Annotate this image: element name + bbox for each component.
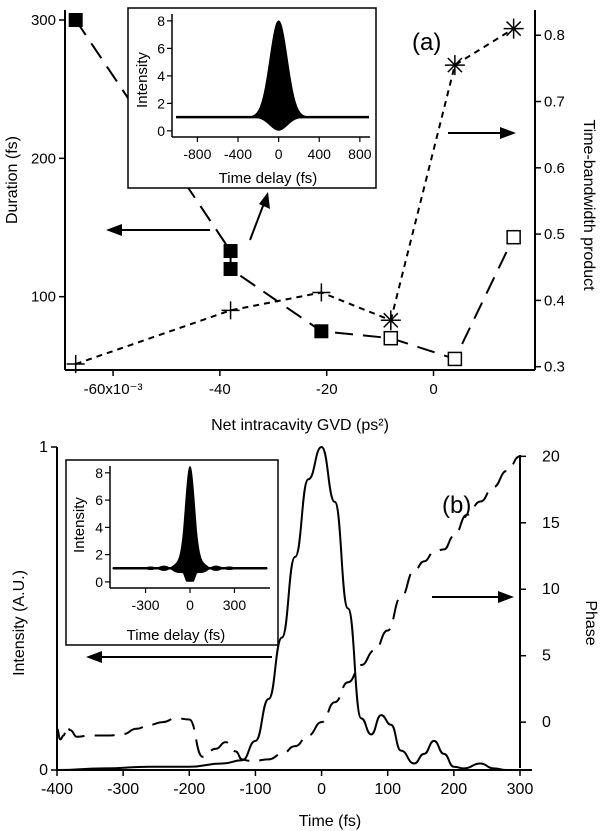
panel-b-xtick-label: -400 [41, 781, 73, 798]
arrow-right-head [500, 127, 516, 139]
panel-a-ytick-label: 300 [31, 12, 56, 29]
panel-b-xtick-label: -200 [173, 781, 205, 798]
panel-b-xtick-label: -300 [107, 781, 139, 798]
panel-a-point-asterisk [503, 18, 524, 39]
panel-b-xlabel: Time (fs) [299, 813, 362, 830]
panel-a-inset-ytick-label: 0 [157, 123, 165, 139]
panel-a-inset-xtick-label: 0 [275, 146, 283, 162]
panel-a-inset-xtick-label: 400 [308, 146, 332, 162]
panel-a-xtick-label: 0 [429, 381, 437, 398]
arrow-left-head-b [86, 651, 102, 663]
panel-a-xtick-label: -40 [209, 381, 231, 398]
panel-a-inset-ytick-label: 8 [157, 13, 165, 29]
panel-a-point-open-square [506, 229, 521, 245]
panel-a-point-filled-square [223, 244, 238, 259]
panel-a-inset-xtick-label: 800 [348, 146, 372, 162]
panel-a-y2tick-label: 0.5 [544, 226, 565, 243]
panel-b-y2tick-label: 0 [542, 714, 551, 731]
panel-a-ytick-label: 100 [31, 289, 56, 306]
panel-b-inset-frame [65, 459, 279, 646]
panel-a-point-open-square [383, 330, 399, 346]
panel-b-inset-xtick-label: -300 [132, 597, 160, 613]
panel-b-arrows [86, 591, 514, 663]
panel-a-inset-xlabel: Time delay (fs) [219, 170, 318, 187]
panel-a-inset-ylabel: Intensity [134, 52, 151, 108]
panel-a-xlabel: Net intracavity GVD (ps²) [211, 417, 389, 434]
panel-b-y2tick-label: 20 [542, 448, 560, 465]
panel-a-series-line [390, 236, 515, 361]
panel-b-ytick-label: 0 [39, 762, 48, 779]
panel-a-y2tick-label: 0.6 [544, 160, 565, 177]
panel-a-point-filled-square [314, 324, 329, 339]
panel-b-xtick-label: 0 [317, 781, 326, 798]
panel-a-series-line [389, 27, 515, 321]
panel-b-inset-ytick-label: 0 [95, 574, 103, 590]
panel-a-y2tick-label: 0.8 [544, 27, 565, 44]
panel-a-label: (a) [412, 29, 441, 56]
panel-b-ytick-label: 1 [39, 439, 48, 456]
panel-a-y2label: Time-bandwidth product [580, 119, 597, 291]
panel-b-xtick-label: 300 [507, 781, 534, 798]
panel-a-y2tick-label: 0.7 [544, 94, 565, 111]
panel-b-y2tick-label: 10 [542, 581, 560, 598]
panel-b-ylabel: Intensity (A.U.) [11, 570, 28, 676]
panel-a-inset-ytick-label: 2 [157, 95, 165, 111]
panel-b-inset-ytick-label: 4 [95, 519, 103, 535]
panel-b-xtick-label: 100 [374, 781, 401, 798]
panel-b-inset-ytick-label: 8 [95, 465, 103, 481]
panel-a-point-asterisk [380, 310, 401, 331]
panel-a-arrows [106, 127, 516, 241]
panel-b-intensity-line [56, 445, 520, 771]
arrow-left-head [106, 224, 122, 236]
panel-a-point-open-square [447, 351, 463, 367]
panel-a-inset-frame [127, 7, 377, 189]
panel-b-inset-ytick-label: 2 [95, 547, 103, 563]
panel-a-y2tick-label: 0.4 [544, 292, 565, 309]
panel-b-inset: 0 2 4 6 8 -300 0 300 Time delay (fs) Intensity [65, 459, 279, 646]
panel-a-ytick-label: 200 [31, 150, 56, 167]
panel-a-xtick-label: -20 [316, 381, 338, 398]
panel-a-inset-ytick-label: 6 [157, 40, 165, 56]
arrow-right-head-b [498, 591, 514, 603]
panel-a-ylabel: Duration (fs) [4, 136, 21, 224]
panel-b-inset-xtick-label: 300 [223, 597, 247, 613]
panel-a-inset-xtick-label: -400 [224, 146, 252, 162]
panel-a-point-plus [312, 283, 331, 302]
panel-a-point-plus [66, 355, 85, 374]
panel-b-inset-ytick-label: 6 [95, 492, 103, 508]
panel-a-y2tick-label: 0.3 [544, 359, 565, 376]
panel-a-inset: 0 2 4 6 8 -800 -400 0 400 800 Time delay (fs) Int… [127, 7, 377, 189]
panel-a-point-filled-square [68, 13, 83, 27]
panel-a-point-asterisk [444, 55, 465, 76]
panel-b-y2tick-label: 5 [542, 648, 551, 665]
panel-b-inset-xlabel: Time delay (fs) [127, 627, 226, 644]
arrow-inset-head [259, 192, 270, 209]
panel-a-series-line [75, 291, 392, 365]
panel-a-xtick-label: -60x10⁻³ [84, 381, 143, 398]
panel-a-point-plus [221, 301, 240, 320]
panel-a-inset-xtick-label: -800 [183, 146, 211, 162]
panel-b-xtick-label: -100 [239, 781, 271, 798]
panel-a-inset-ytick-label: 4 [157, 68, 165, 84]
panel-b-inset-xtick-label: 0 [186, 597, 194, 613]
panel-b-y2label: Phase [582, 600, 599, 645]
panel-b-phase-line [56, 455, 521, 762]
panel-b-y2tick-label: 15 [542, 515, 560, 532]
panel-b-xtick-label: 200 [441, 781, 468, 798]
panel-a-point-filled-square [223, 262, 238, 277]
panel-b-label: (b) [442, 492, 471, 519]
panel-b-inset-ylabel: Intensity [71, 497, 88, 553]
